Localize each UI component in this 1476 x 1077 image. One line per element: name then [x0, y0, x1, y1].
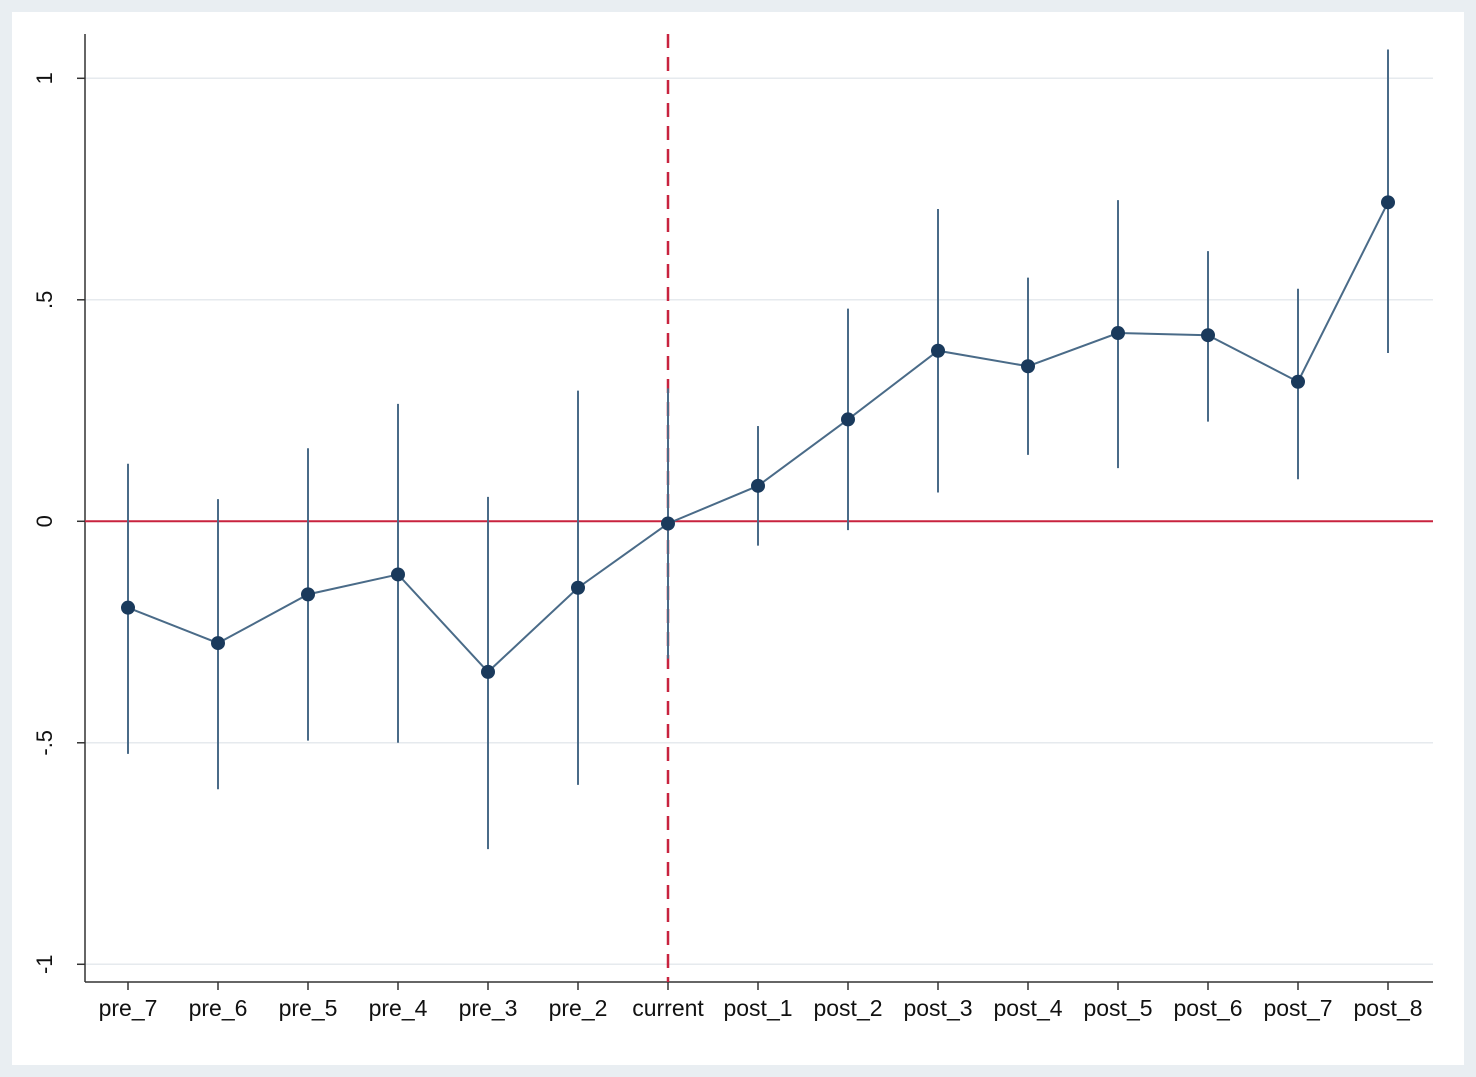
x-tick-label-4: pre_3 — [459, 995, 518, 1021]
point-post_7 — [1291, 374, 1305, 389]
point-post_8 — [1381, 195, 1395, 210]
x-tick-label-11: post_5 — [1083, 995, 1152, 1021]
x-tick-label-6: current — [632, 995, 704, 1021]
y-tick-label-0: -1 — [32, 954, 57, 974]
point-post_5 — [1111, 326, 1125, 341]
point-post_1 — [751, 478, 765, 493]
x-tick-label-2: pre_5 — [279, 995, 338, 1021]
point-pre_7 — [121, 600, 135, 615]
event-study-chart: -1 -.5 0 .5 1 pre_7 pre_6 pre_5 pre_4 pre_3 pre_2 c… — [32, 34, 1433, 1021]
x-tick-label-1: pre_6 — [189, 995, 248, 1021]
point-pre_5 — [301, 587, 315, 602]
x-tick-label-5: pre_2 — [549, 995, 608, 1021]
x-tick-label-9: post_3 — [903, 995, 972, 1021]
x-tick-label-7: post_1 — [723, 995, 792, 1021]
y-tick-label-3: .5 — [32, 291, 57, 309]
point-pre_3 — [481, 664, 495, 679]
y-tick-label-4: 1 — [32, 72, 57, 84]
x-tick-label-3: pre_4 — [369, 995, 428, 1021]
point-post_4 — [1021, 359, 1035, 374]
x-tick-label-13: post_7 — [1263, 995, 1332, 1021]
point-pre_6 — [211, 636, 225, 651]
point-pre_4 — [391, 567, 405, 582]
chart-frame: -1 -.5 0 .5 1 pre_7 pre_6 pre_5 pre_4 pre_3 pre_2 c… — [12, 12, 1464, 1065]
point-post_6 — [1201, 328, 1215, 343]
point-post_2 — [841, 412, 855, 427]
y-tick-label-2: 0 — [32, 515, 57, 527]
x-tick-label-8: post_2 — [813, 995, 882, 1021]
y-tick-label-1: -.5 — [32, 730, 57, 756]
x-tick-label-14: post_8 — [1353, 995, 1422, 1021]
point-current — [661, 516, 675, 531]
point-post_3 — [931, 343, 945, 358]
x-tick-label-0: pre_7 — [99, 995, 158, 1021]
point-pre_2 — [571, 580, 585, 595]
x-tick-label-10: post_4 — [993, 995, 1062, 1021]
x-tick-label-12: post_6 — [1173, 995, 1242, 1021]
